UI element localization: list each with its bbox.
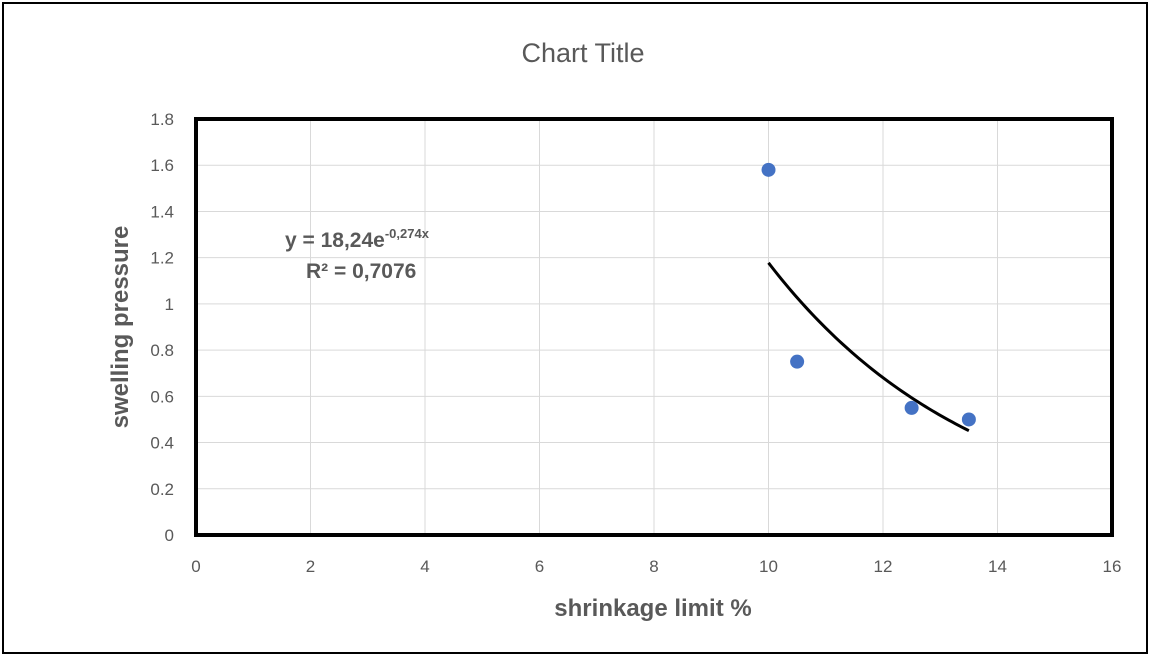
plot-area-border: [194, 117, 1114, 537]
chart-title: Chart Title: [521, 38, 644, 68]
y-axis-title: swelling pressure: [107, 226, 134, 429]
trendline-equation-base: y = 18,24e: [285, 229, 385, 252]
x-axis-title: shrinkage limit %: [554, 595, 751, 622]
x-tick-label-0: 0: [191, 557, 200, 576]
x-tick-label-3: 6: [535, 557, 544, 576]
trendline-equation: y = 18,24e-0,274x: [285, 226, 430, 252]
trendline-equation-exponent: -0,274x: [385, 226, 430, 241]
data-point-0: [761, 162, 776, 177]
y-tick-label-7: 1.4: [150, 202, 174, 221]
y-tick-label-8: 1.6: [150, 156, 174, 175]
x-tick-labels: 0 2 4 6 8 10 12 14 16: [191, 557, 1121, 576]
x-tick-label-5: 10: [759, 557, 778, 576]
data-points: [761, 162, 976, 427]
trendline-r-squared: R² = 0,7076: [306, 260, 416, 283]
y-tick-label-9: 1.8: [150, 110, 174, 129]
y-tick-label-4: 0.8: [150, 341, 174, 360]
x-tick-label-6: 12: [874, 557, 893, 576]
y-tick-label-6: 1.2: [150, 249, 174, 268]
data-point-3: [961, 412, 976, 427]
x-tick-label-1: 2: [306, 557, 315, 576]
data-point-2: [904, 400, 919, 415]
data-point-1: [790, 354, 805, 369]
x-tick-label-2: 4: [420, 557, 429, 576]
y-tick-label-1: 0.2: [150, 480, 174, 499]
y-tick-label-2: 0.4: [150, 434, 174, 453]
y-tick-label-0: 0: [165, 526, 174, 545]
y-tick-label-3: 0.6: [150, 387, 174, 406]
y-tick-label-5: 1: [165, 295, 174, 314]
trendline: [767, 261, 970, 433]
grid-lines: [195, 118, 1113, 536]
x-tick-label-7: 14: [988, 557, 1007, 576]
x-tick-label-8: 16: [1103, 557, 1122, 576]
x-tick-label-4: 8: [649, 557, 658, 576]
y-tick-labels: 0 0.2 0.4 0.6 0.8 1 1.2 1.4 1.6 1.8: [150, 110, 174, 545]
